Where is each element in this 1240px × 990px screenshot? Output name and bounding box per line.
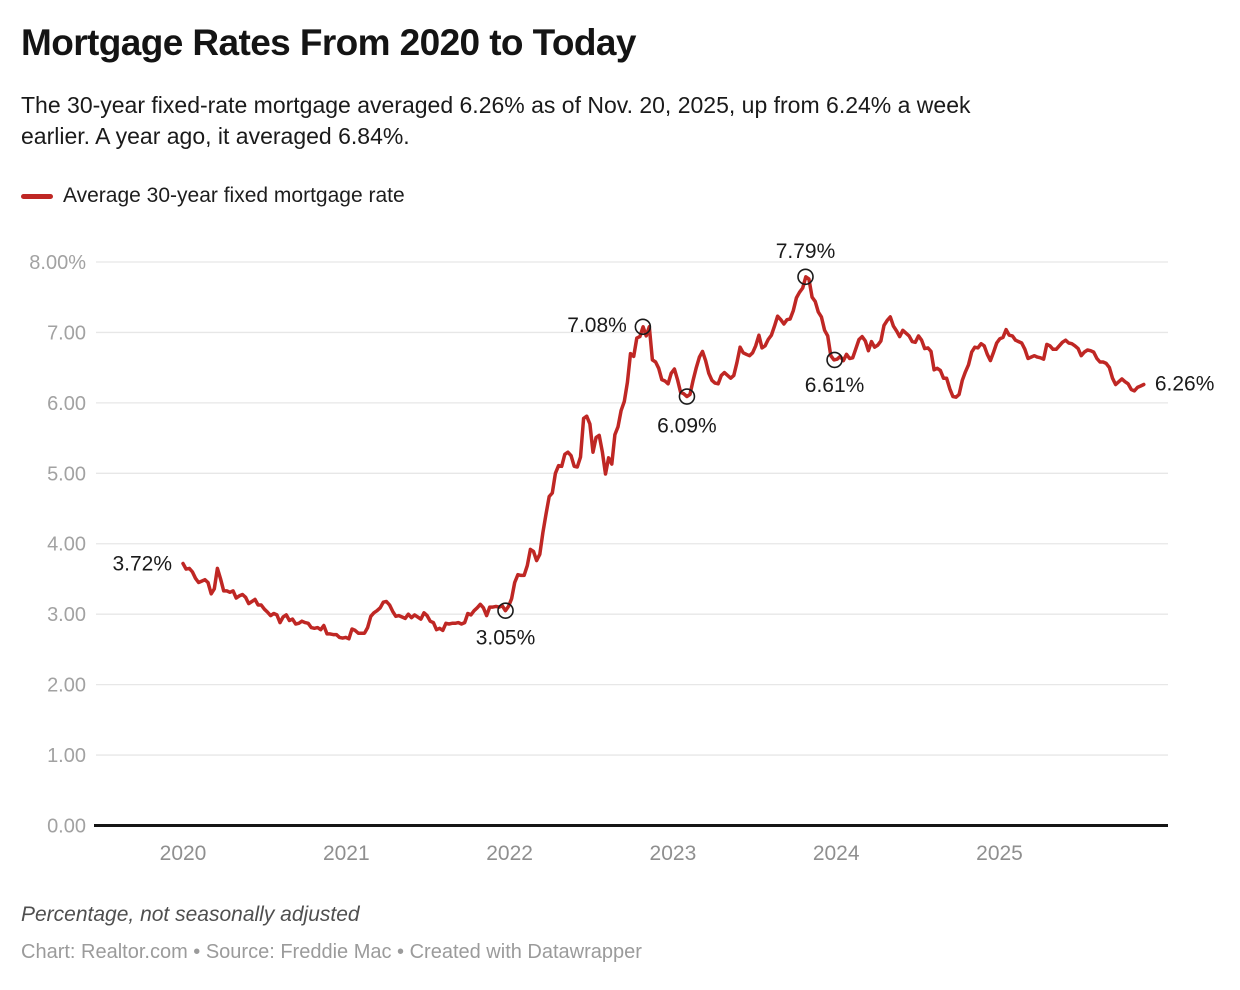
x-axis-tick-label: 2025 (976, 842, 1023, 865)
y-axis-tick-label: 4.00 (47, 534, 86, 556)
callout-label: 7.08% (567, 314, 627, 337)
footer-note: Percentage, not seasonally adjusted (21, 903, 360, 926)
callout-label: 6.09% (657, 415, 717, 438)
chart-legend: Average 30-year fixed mortgage rate (21, 184, 1219, 208)
y-axis-tick-label: 7.00 (47, 322, 86, 344)
y-axis-tick-label: 2.00 (47, 675, 86, 697)
y-axis-tick-label: 0.00 (47, 816, 86, 838)
x-axis-tick-label: 2024 (813, 842, 860, 865)
x-axis-tick-label: 2022 (486, 842, 533, 865)
y-axis-tick-label: 6.00 (47, 393, 86, 415)
gridlines (94, 261, 1168, 827)
x-axis-tick-label: 2021 (323, 842, 370, 865)
x-axis-tick-label: 2020 (160, 842, 207, 865)
y-axis-labels: 8.00% 7.00 6.00 5.00 4.00 3.00 2.00 1.00 0.00 (29, 252, 86, 838)
callout-label: 7.79% (776, 240, 836, 263)
callout-labels: 3.72% 3.05% 7.08% 6.09% 7.79% 6.61% 6.26% (112, 240, 1214, 650)
callout-label: 3.05% (476, 627, 536, 650)
y-axis-tick-label: 1.00 (47, 745, 86, 767)
callout-circle (678, 388, 696, 405)
chart-title: Mortgage Rates From 2020 to Today (21, 22, 636, 63)
callout-circle (634, 318, 652, 336)
chart-header: Mortgage Rates From 2020 to Today The 30… (21, 0, 1219, 208)
x-axis-labels: 2020 2021 2022 2023 2024 2025 (160, 842, 1023, 865)
chart-subtitle-line-1: The 30-year fixed-rate mortgage averaged… (21, 92, 971, 118)
y-axis-tick-label: 3.00 (47, 604, 86, 626)
rate-line (181, 275, 1146, 641)
y-axis-tick-label: 8.00% (29, 252, 86, 274)
chart-subtitle: The 30-year fixed-rate mortgage averaged… (21, 90, 1219, 152)
footer-credit: Chart: Realtor.com • Source: Freddie Mac… (21, 941, 642, 963)
callout-circle (826, 351, 843, 369)
y-axis-tick-label: 5.00 (47, 463, 86, 485)
x-axis-tick-label: 2023 (650, 842, 697, 865)
legend-series-label: Average 30-year fixed mortgage rate (63, 184, 405, 207)
callout-label: 3.72% (112, 552, 172, 575)
callout-circle (797, 268, 814, 286)
chart-subtitle-line-2: earlier. A year ago, it averaged 6.84%. (21, 123, 410, 149)
callout-label: 6.26% (1155, 373, 1215, 396)
callout-label: 6.61% (805, 374, 865, 397)
callout-circles (497, 268, 843, 619)
callout-circle (497, 602, 514, 619)
legend-color-swatch (21, 193, 53, 199)
